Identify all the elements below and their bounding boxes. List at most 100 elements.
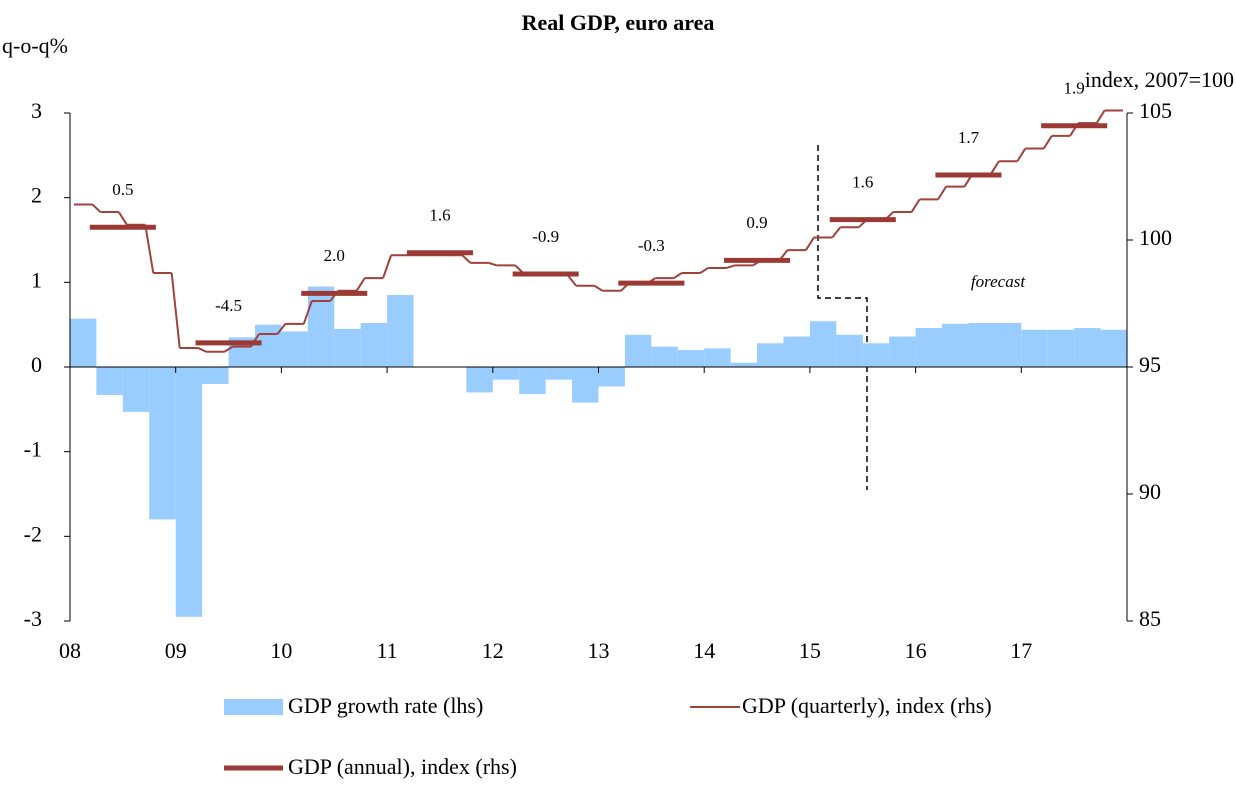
x-tick-label: 08 xyxy=(59,638,81,663)
y-axis-title: q-o-q% xyxy=(2,33,68,58)
step-connector xyxy=(224,345,234,353)
y-tick-label: 3 xyxy=(31,98,42,123)
bar xyxy=(334,328,361,367)
step-connector xyxy=(355,277,366,292)
y2-tick-label: 90 xyxy=(1139,479,1161,504)
bar xyxy=(70,318,97,367)
annual-growth-label: -0.3 xyxy=(638,236,665,255)
y2-tick-label: 85 xyxy=(1139,606,1161,631)
bar xyxy=(387,295,414,367)
x-tick-label: 16 xyxy=(905,638,927,663)
step-connector xyxy=(726,264,735,269)
chart-title: Real GDP, euro area xyxy=(522,10,715,35)
bar xyxy=(994,322,1022,367)
bar xyxy=(175,367,203,617)
bar xyxy=(651,346,678,367)
step-connector xyxy=(937,186,947,200)
bar xyxy=(1100,329,1127,367)
step-connector xyxy=(91,203,102,213)
step-connector xyxy=(488,261,498,267)
bar xyxy=(545,367,573,380)
bar xyxy=(704,348,731,367)
step-connector xyxy=(461,254,472,264)
bar xyxy=(1074,328,1101,367)
y2-tick-label: 95 xyxy=(1139,352,1161,377)
bar xyxy=(492,367,520,380)
step-connector xyxy=(805,236,815,251)
bar xyxy=(915,328,943,367)
bar xyxy=(836,334,863,367)
x-tick-label: 13 xyxy=(588,638,610,663)
step-connector xyxy=(910,198,921,213)
step-connector xyxy=(118,211,128,226)
x-tick-label: 12 xyxy=(482,638,504,663)
step-connector xyxy=(276,323,287,335)
forecast-divider xyxy=(817,145,868,490)
bar xyxy=(202,367,229,384)
annual-growth-label: 2.0 xyxy=(324,246,345,265)
bar xyxy=(254,324,282,367)
step-connector xyxy=(1042,135,1053,150)
step-connector xyxy=(170,272,181,349)
x-tick-label: 09 xyxy=(165,638,187,663)
bar xyxy=(519,367,546,395)
bar xyxy=(677,350,705,367)
y-tick-label: -2 xyxy=(24,521,42,546)
legend-label: GDP growth rate (lhs) xyxy=(288,693,483,718)
bar xyxy=(572,367,599,403)
step-connector xyxy=(831,226,842,239)
bar xyxy=(624,334,652,367)
legend-label: GDP (quarterly), index (rhs) xyxy=(742,693,992,718)
forecast-label: forecast xyxy=(971,272,1026,291)
bar xyxy=(1021,329,1048,367)
annual-growth-label: 0.9 xyxy=(746,213,767,232)
annual-growth-label: 1.7 xyxy=(958,128,980,147)
step-connector xyxy=(593,284,604,292)
x-tick-label: 17 xyxy=(1010,638,1032,663)
legend-label: GDP (annual), index (rhs) xyxy=(288,754,517,779)
y2-tick-label: 105 xyxy=(1139,98,1172,123)
step-connector xyxy=(1095,109,1106,124)
step-connector xyxy=(302,300,313,325)
x-tick-label: 10 xyxy=(270,638,292,663)
bar xyxy=(783,336,810,367)
x-tick-label: 11 xyxy=(377,638,398,663)
x-tick-label: 14 xyxy=(693,638,715,663)
step-connector xyxy=(699,267,709,274)
bar xyxy=(942,323,969,367)
step-connector xyxy=(197,347,207,353)
annual-growth-label: 1.6 xyxy=(429,206,450,225)
step-connector xyxy=(144,224,155,274)
annual-growth-label: 0.5 xyxy=(112,180,133,199)
bar xyxy=(281,331,308,367)
bar xyxy=(889,336,916,367)
bar xyxy=(968,322,995,367)
bar xyxy=(360,322,388,367)
bar xyxy=(466,367,493,393)
x-tick-label: 15 xyxy=(799,638,821,663)
bar xyxy=(122,367,150,412)
annual-growth-label: 1.6 xyxy=(852,173,873,192)
y-tick-label: 1 xyxy=(31,267,42,292)
bar xyxy=(809,321,837,367)
bar xyxy=(149,367,176,520)
y-tick-label: -1 xyxy=(24,437,42,462)
annual-growth-label: 1.9 xyxy=(1064,79,1085,98)
step-connector xyxy=(990,160,1000,175)
bar xyxy=(307,286,335,367)
step-connector xyxy=(567,274,577,287)
legend-swatch xyxy=(224,699,283,715)
bar xyxy=(96,367,123,395)
bar xyxy=(730,362,758,367)
step-connector xyxy=(673,272,683,279)
y-tick-label: 2 xyxy=(31,183,42,208)
y2-tick-label: 100 xyxy=(1139,225,1172,250)
y2-axis-title: index, 2007=100 xyxy=(1085,67,1234,92)
bar xyxy=(598,367,625,387)
y-tick-label: 0 xyxy=(31,352,42,377)
y-tick-label: -3 xyxy=(24,606,42,631)
bar xyxy=(1047,329,1075,367)
step-connector xyxy=(382,254,393,279)
bar xyxy=(757,343,784,367)
